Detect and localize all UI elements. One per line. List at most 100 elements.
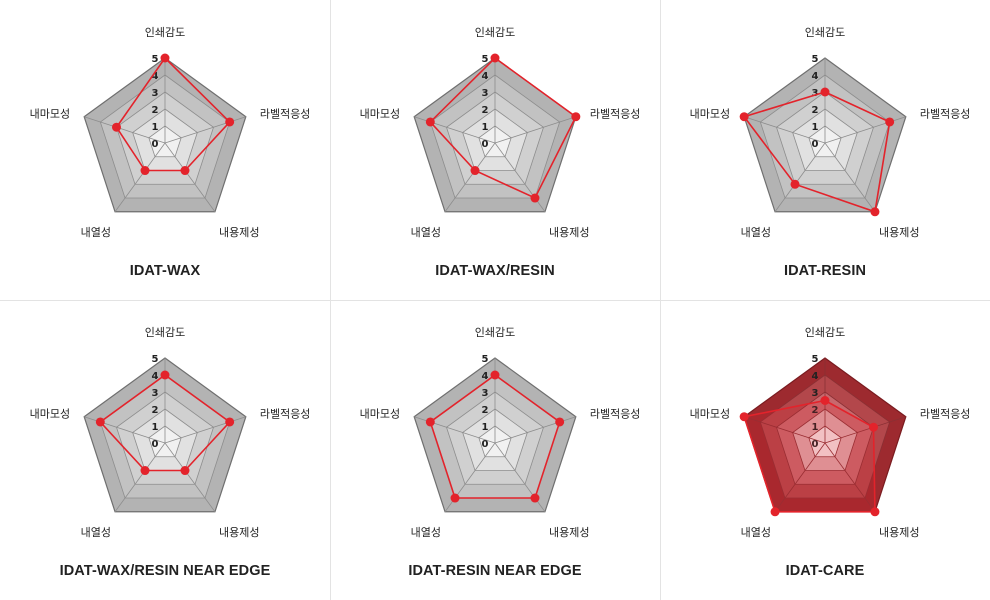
data-point [180, 166, 190, 176]
data-point [490, 370, 500, 380]
tick-label: 1 [482, 422, 489, 433]
tick-label: 1 [812, 122, 819, 133]
data-point [739, 112, 749, 122]
axis-label: 내마모성 [30, 108, 70, 121]
radar-spoke [444, 142, 496, 213]
axis-label: 라벨적응성 [920, 408, 971, 421]
data-point [820, 396, 830, 405]
axis-label: 내열성 [81, 526, 111, 539]
axis-label: 내열성 [81, 226, 111, 239]
data-point [112, 122, 121, 132]
axis-label: 라벨적응성 [590, 408, 641, 421]
tick-label: 0 [152, 139, 159, 150]
data-point [425, 117, 435, 127]
tick-label: 2 [812, 405, 819, 416]
axis-label: 인쇄감도 [805, 26, 845, 39]
axis-label: 내마모성 [690, 408, 730, 421]
radar-spoke [744, 416, 826, 444]
radar-spoke [164, 142, 216, 213]
axis-label: 내용제성 [549, 526, 589, 539]
chart-title: IDAT-CARE [785, 563, 865, 579]
tick-label: 2 [152, 105, 159, 116]
tick-label: 2 [482, 105, 489, 116]
axis-label: 인쇄감도 [475, 26, 515, 39]
chart-title: IDAT-WAX [129, 263, 201, 279]
data-point [180, 466, 190, 476]
radar-spoke [824, 142, 876, 213]
data-point [160, 370, 170, 380]
tick-label: 1 [812, 422, 819, 433]
data-point [530, 193, 540, 203]
tick-label: 1 [152, 122, 159, 133]
radar-spoke [824, 442, 876, 513]
tick-label: 2 [152, 405, 159, 416]
tick-label: 4 [812, 71, 819, 82]
data-point [820, 87, 830, 97]
chart-title: IDAT-WAX/RESIN [435, 263, 555, 279]
data-point [470, 166, 480, 176]
axis-label: 내용제성 [219, 226, 259, 239]
data-point [530, 493, 540, 503]
chart-panel: 0 1 2 3 4 5 인쇄감도 라벨적응성 내용제성 내열성 내마모성 IDAT-RESIN [660, 0, 990, 300]
data-point [739, 412, 749, 422]
data-point [160, 53, 170, 63]
tick-label: 5 [152, 54, 159, 65]
chart-title: IDAT-RESIN NEAR EDGE [408, 563, 582, 579]
data-point [770, 507, 780, 517]
axis-label: 내열성 [741, 226, 771, 239]
tick-label: 2 [482, 405, 489, 416]
axis-label: 라벨적응성 [920, 108, 971, 121]
axis-label: 인쇄감도 [145, 326, 185, 339]
tick-label: 3 [482, 388, 489, 399]
axis-label: 라벨적응성 [260, 108, 311, 121]
tick-label: 5 [152, 354, 159, 365]
tick-label: 0 [482, 139, 489, 150]
radar-spoke [114, 142, 166, 213]
radar-spoke [84, 116, 166, 144]
tick-label: 3 [812, 388, 819, 399]
axis-label: 인쇄감도 [475, 326, 515, 339]
radar-spoke [774, 142, 826, 213]
data-point [140, 166, 150, 176]
axis-label: 내용제성 [549, 226, 589, 239]
tick-label: 3 [812, 88, 819, 99]
series-line [743, 399, 876, 513]
data-point [225, 117, 235, 127]
data-point [450, 493, 460, 503]
data-point [869, 422, 878, 432]
data-point [140, 466, 150, 476]
tick-label: 1 [482, 122, 489, 133]
chart-panel: 0 1 2 3 4 5 인쇄감도 라벨적응성 내용제성 내열성 내마모성 IDAT-WAX [0, 0, 330, 300]
chart-panel: 0 1 2 3 4 5 인쇄감도 라벨적응성 내용제성 내열성 내마모성 IDAT-RESIN NE… [330, 300, 660, 600]
series-line [429, 56, 577, 200]
tick-label: 0 [812, 439, 819, 450]
axis-label: 내열성 [411, 226, 441, 239]
tick-label: 5 [482, 354, 489, 365]
tick-label: 5 [482, 54, 489, 65]
tick-label: 0 [812, 139, 819, 150]
series-line [429, 374, 561, 499]
data-point [555, 417, 565, 427]
radar-spoke [164, 442, 216, 513]
data-point [425, 417, 435, 427]
data-point [870, 207, 880, 217]
tick-label: 1 [152, 422, 159, 433]
radar-spoke [494, 116, 576, 144]
data-point [870, 507, 880, 517]
tick-label: 3 [152, 88, 159, 99]
data-point [95, 417, 105, 427]
data-point [885, 117, 895, 127]
chart-title: IDAT-WAX/RESIN NEAR EDGE [59, 563, 271, 579]
data-point [225, 417, 235, 427]
radar-spoke [744, 116, 826, 144]
axis-label: 내마모성 [30, 408, 70, 421]
tick-label: 4 [152, 371, 159, 382]
chart-panel: 0 1 2 3 4 5 인쇄감도 라벨적응성 내용제성 내열성 내마모성 IDAT-WAX/RESI… [330, 0, 660, 300]
tick-label: 0 [482, 439, 489, 450]
